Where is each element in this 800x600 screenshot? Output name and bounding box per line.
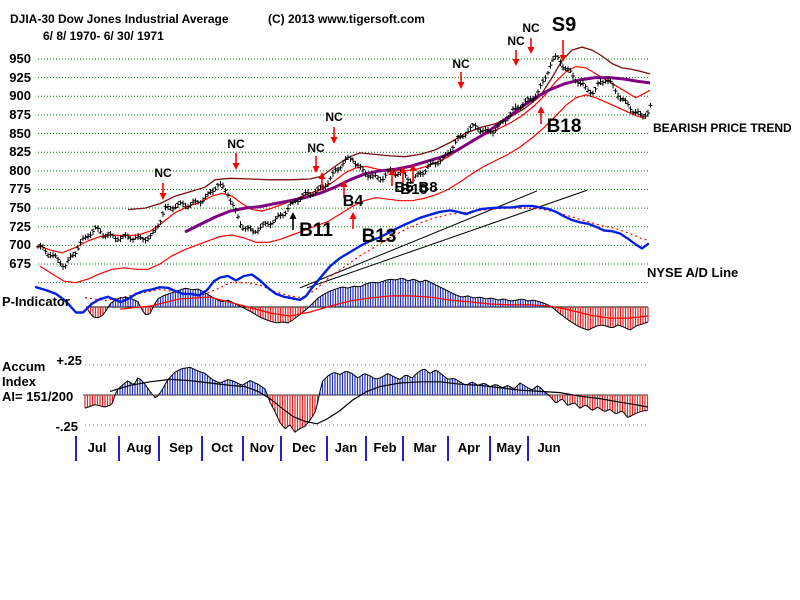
copyright: (C) 2013 www.tigersoft.com bbox=[268, 12, 425, 26]
minus-25-level-label: -.25 bbox=[55, 419, 78, 434]
month-label: May bbox=[496, 440, 522, 455]
month-label: Jan bbox=[334, 440, 358, 455]
y-axis-label: 925 bbox=[9, 69, 31, 85]
month-label: Sep bbox=[169, 440, 193, 455]
signal-label-s9: S9 bbox=[551, 14, 577, 36]
signal-label-nc-4: NC bbox=[325, 110, 343, 124]
y-axis-label: 775 bbox=[9, 181, 31, 197]
signal-label-b11: B11 bbox=[299, 220, 333, 241]
y-axis-label: 825 bbox=[9, 144, 31, 160]
ai-value-label: AI= 151/200 bbox=[2, 389, 74, 404]
month-label: Nov bbox=[249, 440, 275, 455]
bearish-trend-label: BEARISH PRICE TREND bbox=[653, 121, 792, 135]
signal-label-b4: B4 bbox=[342, 193, 364, 210]
month-label: Aug bbox=[126, 440, 152, 455]
y-axis-label: 700 bbox=[9, 237, 31, 253]
y-axis-label: 875 bbox=[9, 106, 31, 122]
y-axis-label: 675 bbox=[9, 256, 31, 272]
signal-label-nc-2: NC bbox=[227, 137, 245, 151]
signal-label-b8: B8 bbox=[418, 179, 438, 196]
plus-25-level-label: +.25 bbox=[56, 353, 82, 368]
month-label: Apr bbox=[457, 440, 481, 455]
signal-label-b10: B10 bbox=[400, 181, 428, 198]
month-label: Jul bbox=[87, 440, 107, 455]
signal-label-nc-5: NC bbox=[452, 57, 470, 71]
signal-label-nc-6: NC bbox=[507, 34, 525, 48]
accum-label: Accum bbox=[2, 359, 46, 374]
y-axis-label: 725 bbox=[9, 218, 31, 234]
signal-label-b18: B18 bbox=[546, 116, 582, 137]
signal-label-nc-1: NC bbox=[154, 166, 172, 180]
y-axis-label: 950 bbox=[9, 51, 31, 66]
signal-label-b5: B5 bbox=[394, 179, 414, 196]
p-indicator-label: P-Indicator bbox=[2, 294, 70, 309]
signal-label-nc-7: NC bbox=[522, 21, 540, 35]
nyse-ad-line-label: NYSE A/D Line bbox=[647, 265, 739, 280]
month-label: Jun bbox=[537, 440, 561, 455]
y-axis-label: 800 bbox=[9, 162, 31, 178]
month-label: Oct bbox=[211, 440, 233, 455]
page-title: DJIA-30 Dow Jones Industrial Average bbox=[10, 12, 229, 26]
date-range: 6/ 8/ 1970- 6/ 30/ 1971 bbox=[43, 29, 164, 43]
month-label: Dec bbox=[292, 440, 316, 455]
signal-label-nc-3: NC bbox=[307, 141, 325, 155]
month-label: Feb bbox=[373, 440, 397, 455]
y-axis-label: 750 bbox=[9, 200, 31, 216]
month-label: Mar bbox=[413, 440, 437, 455]
signal-label-b13: B13 bbox=[361, 226, 397, 247]
index-label: Index bbox=[2, 374, 36, 389]
y-axis-label: 850 bbox=[9, 125, 31, 141]
y-axis-label: 900 bbox=[9, 88, 31, 104]
